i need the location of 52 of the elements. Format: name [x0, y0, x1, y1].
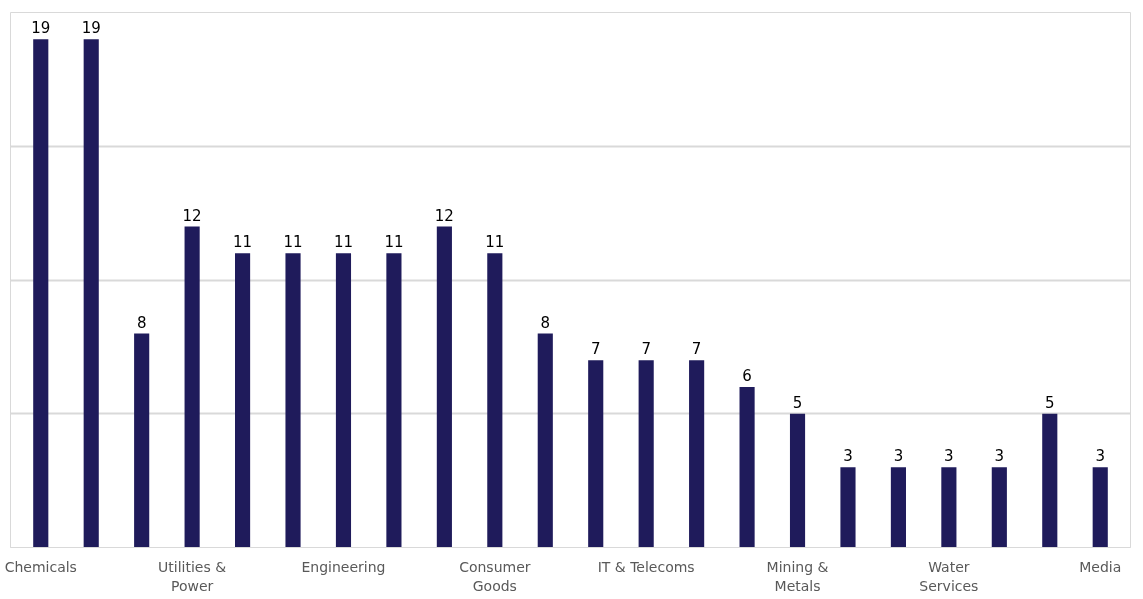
x-tick-label: Mining & Metals	[766, 558, 829, 594]
bar	[588, 360, 604, 548]
data-label: 11	[333, 233, 354, 252]
data-label: 12	[434, 206, 454, 225]
bar	[739, 387, 755, 548]
data-label: 5	[1045, 393, 1055, 412]
data-label: 3	[944, 447, 954, 466]
data-label: 11	[485, 233, 505, 252]
data-label: 19	[81, 19, 101, 38]
x-tick-label: Engineering	[301, 558, 386, 575]
bar	[285, 253, 301, 548]
x-tick-label: Chemicals	[4, 558, 77, 575]
bar	[436, 226, 452, 548]
x-tick-label: IT & Telecoms	[597, 558, 695, 575]
data-label: 3	[994, 447, 1005, 466]
data-label: 7	[691, 340, 702, 359]
data-label: 8	[136, 313, 147, 332]
bar	[235, 253, 251, 548]
x-tick-label: Media	[1079, 558, 1122, 575]
data-label: 19	[31, 19, 51, 38]
bar	[537, 333, 553, 548]
data-label: 7	[590, 340, 601, 359]
bar	[1092, 467, 1108, 548]
bar	[33, 39, 49, 548]
x-tick-label: Consumer Goods	[459, 558, 531, 594]
bar	[689, 360, 705, 548]
bar	[487, 253, 503, 548]
data-label: 8	[540, 313, 551, 332]
x-tick-label: Utilities & Power	[158, 558, 227, 594]
bar	[890, 467, 906, 548]
bar	[789, 413, 806, 548]
x-tick-label: Water Services	[919, 558, 979, 594]
bar	[184, 226, 200, 548]
data-label: 11	[283, 233, 303, 252]
bar	[941, 467, 957, 548]
data-label: 12	[182, 206, 202, 225]
data-label: 5	[792, 393, 803, 412]
bar	[840, 467, 856, 548]
bar	[83, 39, 99, 548]
data-label: 3	[1095, 447, 1105, 466]
bar	[335, 253, 352, 548]
data-label: 3	[843, 447, 853, 466]
bar	[638, 360, 654, 548]
bar	[386, 253, 402, 548]
data-label: 7	[641, 340, 651, 359]
bar	[991, 467, 1007, 548]
bar	[1042, 413, 1058, 548]
data-label: 6	[742, 367, 752, 385]
data-label: 11	[233, 233, 253, 252]
bar	[134, 333, 150, 548]
data-label: 11	[384, 233, 404, 252]
data-label: 3	[893, 447, 904, 466]
